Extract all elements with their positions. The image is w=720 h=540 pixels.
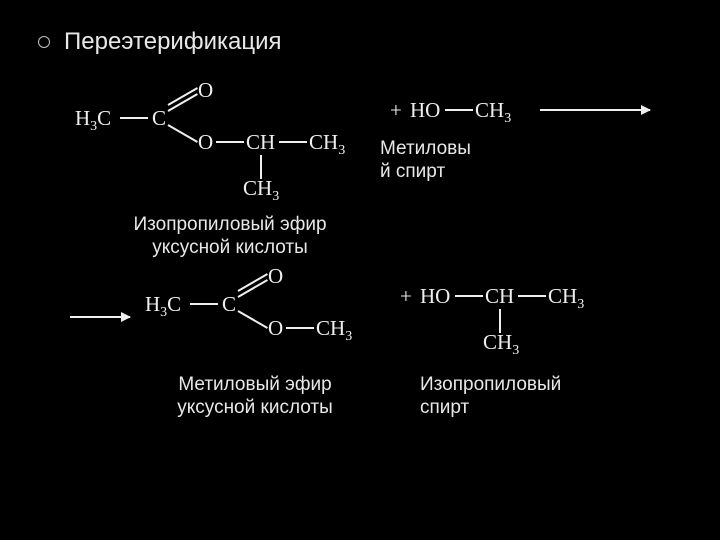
p2-ho: HO — [420, 284, 450, 309]
arrow-icon — [70, 316, 130, 318]
label-methanol: Метиловый спирт — [380, 138, 510, 184]
p1-c: C — [222, 292, 236, 317]
r1-odbl: O — [198, 78, 213, 103]
r2-plus: + — [390, 98, 402, 123]
bond — [238, 310, 268, 329]
bond — [216, 141, 244, 143]
p2-plus: + — [400, 284, 412, 309]
p2-ch: CH — [485, 284, 514, 309]
slide-title: Переэтерификация — [64, 28, 282, 56]
p2-ch3b: CH3 — [483, 330, 519, 359]
label-isopropyl-acetate: Изопропиловый эфируксусной кислоты — [115, 214, 345, 260]
label-methyl-acetate: Метиловый эфируксусной кислоты — [150, 374, 360, 420]
r1-ch3a: CH3 — [309, 130, 345, 159]
p1-osgl: O — [268, 316, 283, 341]
bond — [286, 327, 314, 329]
bond — [168, 124, 198, 143]
r1-h3c: H3C — [75, 106, 111, 135]
label-line: Метиловый эфируксусной кислоты — [177, 374, 333, 418]
title-row: Переэтерификация — [0, 0, 720, 56]
r2-ho: HO — [410, 98, 440, 123]
r1-ch3b: CH3 — [243, 176, 279, 205]
label-line: Изопропиловый эфируксусной кислоты — [133, 214, 326, 258]
r1-osgl: O — [198, 130, 213, 155]
label-line: Метиловый спирт — [380, 138, 471, 182]
r1-c: C — [152, 106, 166, 131]
p1-h3c: H3C — [145, 292, 181, 321]
bond — [190, 303, 218, 305]
bond — [279, 141, 307, 143]
label-line: Изопропиловыйспирт — [420, 374, 561, 418]
bond — [455, 295, 483, 297]
reaction-scheme: H3C C O O CH CH3 CH3 + HO CH3 Метиловый … — [0, 74, 720, 514]
bond — [120, 117, 148, 119]
label-isopropanol: Изопропиловыйспирт — [420, 374, 620, 420]
bullet-icon — [38, 36, 50, 48]
bond — [518, 295, 546, 297]
p1-odbl: O — [268, 264, 283, 289]
p1-ch3: CH3 — [316, 316, 352, 345]
r2-ch3: CH3 — [475, 98, 511, 127]
r1-ch: CH — [246, 130, 275, 155]
p2-ch3a: CH3 — [548, 284, 584, 313]
bond — [445, 109, 473, 111]
arrow-icon — [540, 109, 650, 111]
